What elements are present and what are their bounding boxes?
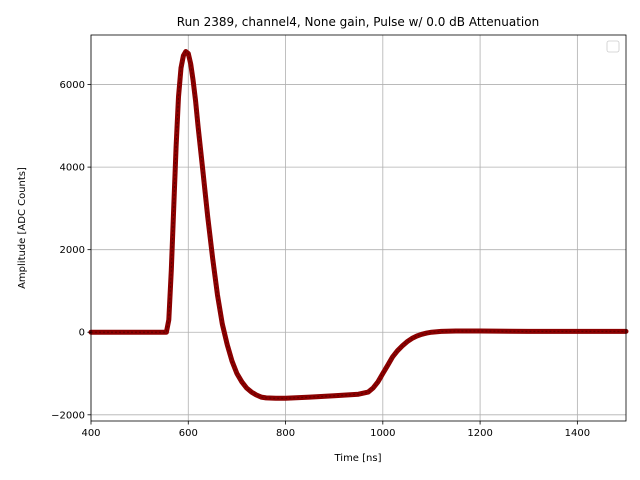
series-line-detail <box>91 50 626 399</box>
plot-frame <box>90 34 627 422</box>
y-tick-label: 0 <box>79 328 85 339</box>
y-axis: −2000 0 2000 4000 6000 <box>51 80 91 421</box>
legend-box <box>606 40 620 53</box>
x-tick-label: 600 <box>179 428 198 439</box>
x-tick-label: 1400 <box>565 428 590 439</box>
y-axis-label: Amplitude [ADC Counts] <box>17 167 28 289</box>
y-tick-label: 4000 <box>60 163 85 174</box>
x-tick-label: 1200 <box>467 428 492 439</box>
x-axis-label: Time [ns] <box>333 453 381 464</box>
series-layer <box>88 49 629 401</box>
x-tick-label: 400 <box>81 428 100 439</box>
x-axis: 400 600 800 1000 1200 1400 <box>81 421 590 439</box>
y-tick-label: 6000 <box>60 80 85 91</box>
x-tick-label: 1000 <box>370 428 395 439</box>
x-tick-label: 800 <box>276 428 295 439</box>
y-tick-label: −2000 <box>51 410 85 421</box>
y-tick-label: 2000 <box>60 245 85 256</box>
chart-title: Run 2389, channel4, None gain, Pulse w/ … <box>177 15 539 29</box>
